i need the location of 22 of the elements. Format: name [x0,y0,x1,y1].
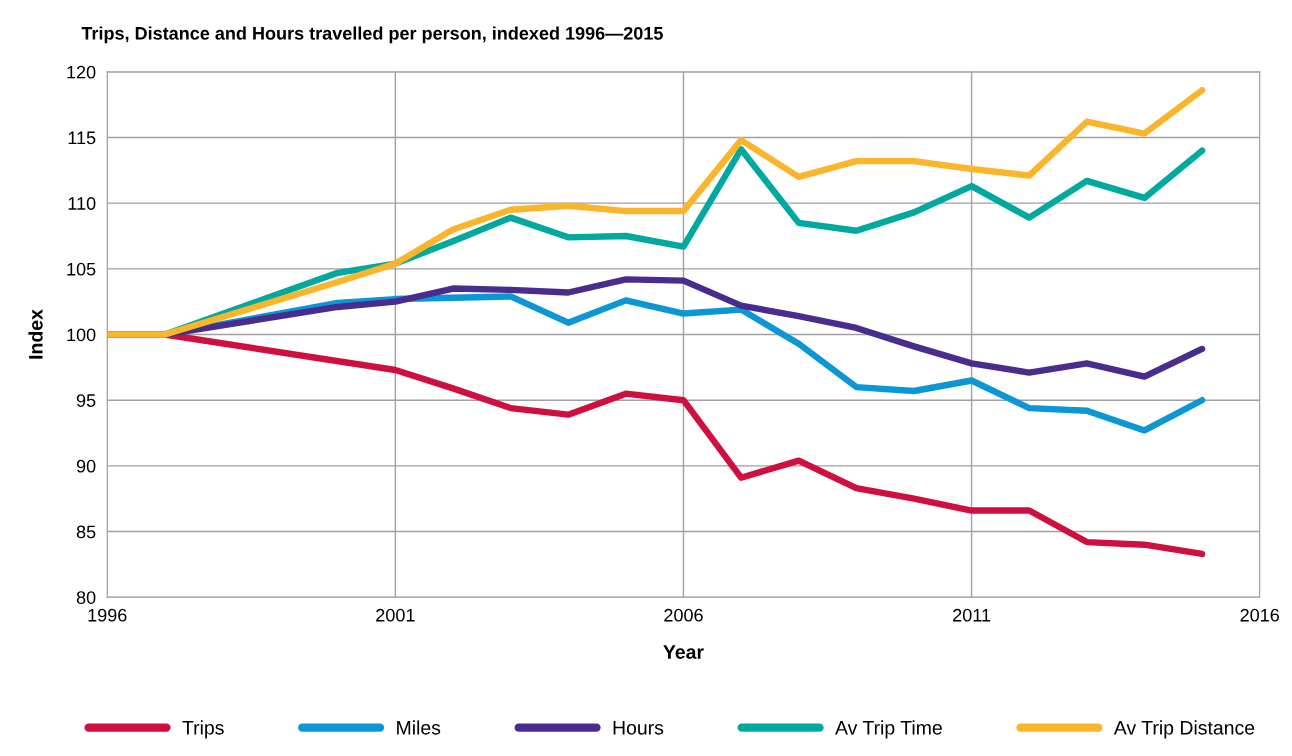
x-tick-label: 1996 [88,608,127,622]
x-axis-title: Year [663,645,704,659]
y-axis-title: Index [28,309,43,359]
x-tick-label: 2011 [953,608,991,622]
x-tick-label: 2016 [1240,608,1279,622]
y-tick-label: 110 [68,197,96,210]
legend-label: Hours [613,721,664,735]
y-tick-label: 90 [76,459,96,473]
y-tick-label: 105 [67,262,96,276]
y-tick-label: 115 [68,131,96,145]
legend-label: Miles [397,720,441,735]
y-tick-label: 95 [76,394,96,407]
x-tick-label: 2006 [664,608,703,622]
legend-label: Av Trip Time [835,720,942,739]
y-tick-label: 100 [67,328,96,342]
legend-label: Av Trip Distance [1113,720,1255,739]
chart-title: Trips, Distance and Hours travelled per person, indexed 1996—2015 [81,26,663,44]
legend-label: Trips [182,720,224,739]
x-tick-label: 2001 [376,608,415,622]
y-tick-label: 120 [67,65,96,79]
y-tick-label: 80 [76,591,96,604]
y-tick-label: 85 [76,525,96,539]
